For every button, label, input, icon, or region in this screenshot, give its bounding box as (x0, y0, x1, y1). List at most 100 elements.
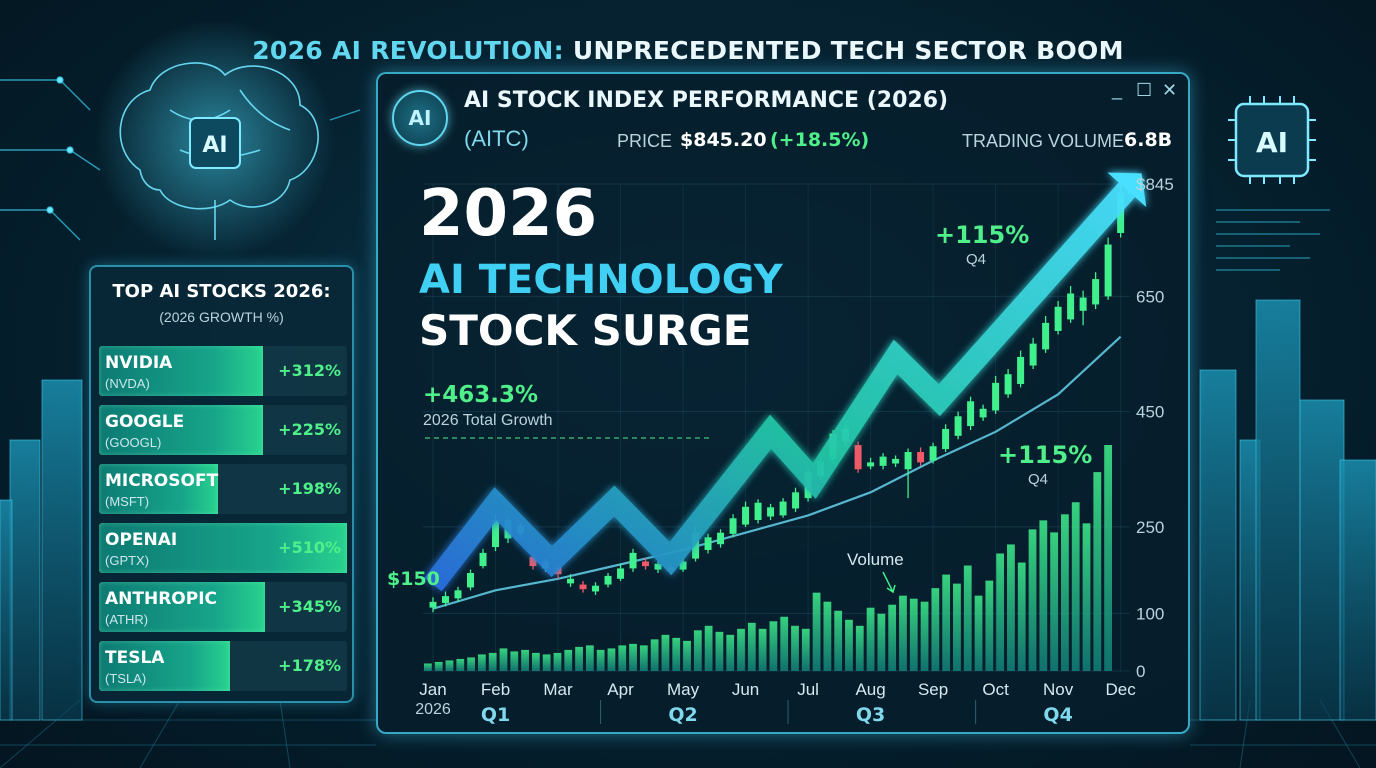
volume-bar (877, 613, 886, 671)
volume-bar (1061, 514, 1069, 671)
candle-body (954, 416, 962, 436)
volume-bar (467, 657, 475, 671)
candle-body (604, 575, 612, 585)
trend-arrow (424, 182, 1136, 592)
candle-body (942, 428, 950, 450)
x-tick-label: Oct (982, 680, 1009, 699)
volume-bar (1007, 544, 1015, 671)
y-tick-label: 250 (1136, 518, 1164, 537)
candle-body (717, 532, 725, 545)
volume-bar (704, 625, 713, 671)
stock-ticker: (TSLA) (105, 671, 147, 686)
x-tick-label: Jan (419, 680, 446, 699)
candle-body (767, 507, 775, 517)
stock-growth-bar (99, 405, 263, 455)
price-label: PRICE (617, 131, 673, 151)
volume-label: TRADING VOLUME (962, 131, 1125, 151)
headline: 2026 AI REVOLUTION: UNPRECEDENTED TECH S… (0, 36, 1376, 65)
volume-bar (564, 649, 573, 671)
volume-bar (1082, 523, 1091, 671)
candle-body (979, 408, 987, 418)
stock-ticker: (MSFT) (105, 494, 150, 509)
stock-growth-bar (99, 641, 231, 691)
stock-growth-bar (99, 523, 347, 573)
volume-bar (477, 654, 486, 671)
volume-pointer-icon (882, 571, 896, 594)
stock-growth: +510% (278, 538, 341, 557)
volume-bar (942, 574, 951, 671)
stock-row: ANTHROPIC (ATHR) +345% (99, 582, 347, 632)
candle-body (629, 552, 637, 569)
stock-name: NVIDIA (105, 353, 173, 373)
y-tick-label: $845 (1136, 175, 1174, 194)
stock-name: GOOGLE (105, 412, 185, 432)
volume-bar (607, 648, 616, 671)
volume-bar (888, 604, 897, 671)
price-change: (+18.5%) (770, 129, 870, 151)
candle-body (704, 537, 712, 550)
volume-bar (769, 621, 778, 671)
y-tick-label: 650 (1136, 287, 1164, 306)
candle-body (692, 532, 700, 559)
stock-growth-bar (99, 346, 263, 396)
volume-bar (726, 634, 735, 671)
minimize-button[interactable]: _ (1112, 80, 1123, 100)
x-tick-label: Aug (855, 680, 885, 699)
volume-bar (683, 640, 691, 671)
candle-body (879, 456, 887, 466)
volume-bar (1071, 502, 1080, 671)
chip-icon: AI (1228, 96, 1316, 184)
candle-body (742, 506, 750, 525)
candle-body (792, 492, 800, 509)
volume-bar (575, 646, 583, 671)
x-tick-label: Jun (732, 680, 759, 699)
volume-value: 6.8B (1124, 129, 1173, 151)
stock-growth: +198% (278, 479, 341, 498)
volume-bar (823, 601, 832, 671)
volume-bar (510, 651, 519, 671)
stock-growth: +225% (278, 420, 341, 439)
volume-bar (434, 661, 443, 671)
volume-bar (499, 648, 508, 671)
stock-row: OPENAI (GPTX) +510% (99, 523, 347, 573)
candle-body (492, 520, 500, 548)
volume-bar (424, 663, 432, 671)
volume-bar (542, 654, 551, 671)
chip-label: AI (1256, 126, 1288, 159)
stock-growth: +178% (278, 656, 341, 675)
candle-body (454, 590, 462, 599)
candle-body (1067, 293, 1075, 320)
volume-bar (672, 637, 681, 671)
candle-body (967, 401, 975, 427)
volume-bar (909, 598, 918, 671)
candle-body (854, 445, 862, 470)
window-title: AI STOCK INDEX PERFORMANCE (2026) (464, 88, 949, 113)
headline-accent: 2026 AI REVOLUTION: (252, 36, 564, 65)
candle-body (579, 584, 587, 590)
stock-name: ANTHROPIC (105, 589, 218, 609)
quarter-label: Q2 (668, 704, 697, 726)
volume-bar (1017, 562, 1026, 671)
candle-body (1104, 244, 1112, 297)
maximize-button[interactable]: ☐ (1136, 80, 1153, 100)
candle-body (992, 382, 1000, 411)
hero-year: 2026 (419, 177, 598, 251)
y-tick-label: 450 (1136, 403, 1164, 422)
q4-label-top: Q4 (966, 251, 986, 268)
volume-bar (1050, 532, 1059, 671)
stock-ticker: (ATHR) (105, 612, 149, 627)
candle-body (467, 573, 475, 588)
candle-body (892, 458, 900, 464)
start-price-label: $150 (387, 568, 440, 590)
stock-growth: +345% (278, 597, 341, 616)
stock-row: GOOGLE (GOOGL) +225% (99, 405, 347, 455)
stock-growth-bar (99, 582, 266, 632)
price-value: $845.20 (680, 129, 767, 151)
close-button[interactable]: ✕ (1162, 80, 1178, 100)
volume-bar (618, 645, 627, 671)
candle-body (679, 561, 687, 570)
candle-body (1042, 322, 1050, 350)
x-tick-label: May (667, 680, 700, 699)
